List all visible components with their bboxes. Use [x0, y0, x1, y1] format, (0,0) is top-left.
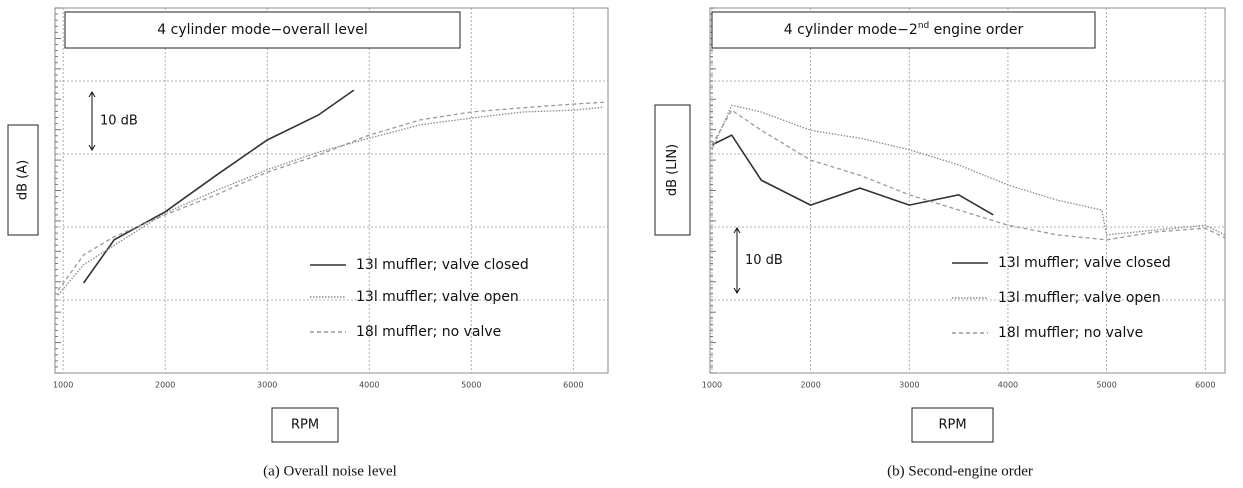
- x-tick-label: 3000: [257, 381, 277, 390]
- y-axis-label: dB (A): [16, 160, 31, 200]
- x-axis-label: RPM: [291, 418, 319, 433]
- legend-label: 18l muffler; no valve: [998, 325, 1143, 341]
- title-box: [711, 11, 1096, 49]
- caption: (b) Second-engine order: [887, 463, 1033, 479]
- series-line: [57, 101, 604, 291]
- title-part: engine order: [929, 22, 1023, 38]
- y-axis-label: dB (LIN): [665, 144, 680, 196]
- legend-label: 13l muffler; valve closed: [998, 255, 1171, 271]
- series-line: [57, 106, 604, 296]
- y-label-box: [654, 104, 691, 236]
- x-tick-label: 1000: [53, 381, 73, 390]
- x-tick-label: 1000: [702, 381, 722, 390]
- x-axis-label: RPM: [938, 418, 966, 433]
- x-tick-label: 5000: [1096, 381, 1116, 390]
- title-part: nd: [918, 21, 929, 31]
- title-box: [64, 11, 461, 49]
- arrow-head: [733, 227, 741, 294]
- legend-label: 18l muffler; no valve: [356, 324, 501, 340]
- x-tick-label: 5000: [461, 381, 481, 390]
- chart-title: 4 cylinder mode−2nd engine order: [784, 21, 1024, 39]
- series-line: [711, 109, 1226, 241]
- y-label-box: [7, 124, 39, 236]
- chart: 1000 2000 3000 4000 5000 6000 4 cylinder mode−…: [654, 7, 1226, 479]
- x-tick-label: 2000: [800, 381, 820, 390]
- legend-label: 13l muffler; valve open: [356, 289, 519, 305]
- plot-area: [709, 7, 1226, 374]
- annotation: 10 dB: [100, 114, 138, 129]
- x-label-box: [271, 407, 339, 443]
- x-tick-label: 3000: [899, 381, 919, 390]
- annotation: 10 dB: [745, 253, 783, 268]
- series-line: [711, 134, 994, 216]
- caption: (a) Overall noise level: [263, 463, 397, 479]
- legend-label: 13l muffler; valve open: [998, 290, 1161, 306]
- title-part: 4 cylinder mode−overall level: [157, 22, 367, 38]
- x-tick-label: 4000: [998, 381, 1018, 390]
- chart: 1000 2000 3000 4000 5000 6000 4 cylinder mode−…: [7, 7, 609, 479]
- chart-title: 4 cylinder mode−overall level: [157, 22, 367, 38]
- legend-label: 13l muffler; valve closed: [356, 257, 529, 273]
- plot-area: [54, 7, 609, 374]
- x-label-box: [911, 407, 994, 443]
- series-line: [82, 89, 355, 284]
- x-tick-label: 6000: [563, 381, 583, 390]
- x-tick-label: 2000: [155, 381, 175, 390]
- series-line: [711, 104, 1226, 236]
- x-tick-label: 6000: [1195, 381, 1215, 390]
- x-tick-label: 4000: [359, 381, 379, 390]
- title-part: 4 cylinder mode−2: [784, 22, 918, 38]
- arrow-head: [88, 91, 96, 151]
